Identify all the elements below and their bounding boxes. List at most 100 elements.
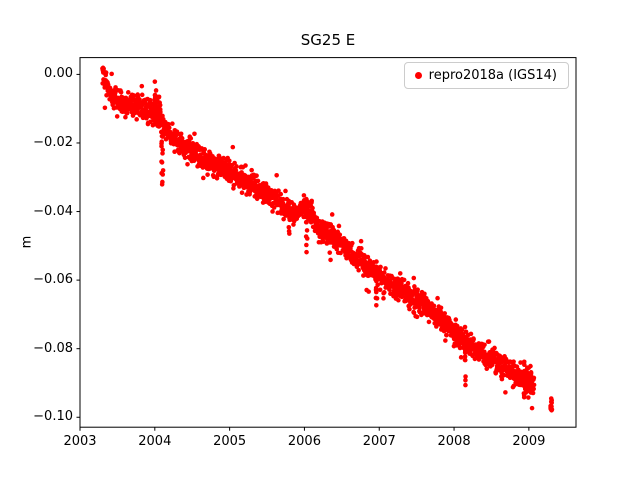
data-point — [109, 71, 114, 77]
data-point — [453, 317, 459, 322]
data-point — [327, 250, 333, 255]
data-point — [309, 198, 315, 204]
x-tick-label: 2003 — [63, 434, 97, 450]
data-point — [139, 83, 145, 89]
data-point — [468, 331, 474, 337]
data-point — [103, 70, 109, 75]
data-point — [531, 382, 537, 388]
data-point — [365, 254, 371, 260]
data-point — [334, 246, 340, 252]
data-point — [255, 178, 261, 184]
data-point — [274, 172, 279, 178]
data-point — [243, 163, 248, 168]
data-point — [459, 327, 465, 333]
data-point — [463, 350, 468, 355]
data-point — [501, 372, 507, 378]
data-point — [549, 404, 554, 409]
data-point — [221, 155, 226, 161]
data-point — [431, 303, 437, 309]
chart-title: SG25 E — [300, 31, 356, 49]
data-point — [118, 89, 124, 95]
data-point — [463, 377, 468, 383]
data-point — [378, 264, 383, 270]
data-point — [397, 271, 403, 276]
data-point — [178, 131, 184, 137]
data-point — [463, 345, 468, 350]
data-point — [120, 109, 126, 115]
data-point — [525, 370, 530, 376]
data-point — [422, 291, 427, 297]
data-point — [249, 167, 254, 173]
data-point — [411, 275, 417, 281]
data-point — [526, 395, 531, 400]
data-point — [374, 259, 379, 264]
data-point — [270, 209, 275, 214]
data-point — [287, 215, 292, 221]
data-point — [462, 354, 468, 359]
data-point — [405, 280, 411, 286]
data-point — [349, 240, 355, 246]
data-point — [358, 238, 364, 244]
data-point — [328, 257, 333, 263]
data-point — [361, 273, 366, 278]
data-point — [278, 191, 284, 197]
data-point — [426, 319, 432, 325]
data-point — [124, 110, 130, 116]
data-point — [156, 124, 162, 129]
data-point — [154, 115, 160, 121]
data-point — [151, 118, 157, 123]
data-point — [329, 212, 335, 217]
data-point — [159, 159, 164, 164]
y-tick-label: −0.06 — [33, 272, 73, 288]
data-point — [153, 107, 159, 113]
data-point — [373, 277, 378, 282]
data-point — [493, 371, 499, 376]
x-tick-label: 2004 — [138, 434, 172, 450]
data-point — [191, 158, 197, 164]
data-point — [417, 305, 422, 311]
data-point — [482, 342, 487, 348]
x-tick-label: 2009 — [512, 434, 546, 450]
data-point — [438, 305, 444, 311]
data-point — [188, 136, 194, 141]
y-tick-label: −0.04 — [33, 203, 73, 219]
data-point — [123, 114, 128, 120]
data-point — [179, 136, 185, 141]
data-point — [492, 345, 497, 351]
legend-marker-icon — [414, 72, 422, 79]
data-point — [435, 295, 440, 301]
data-point — [303, 234, 309, 239]
y-tick-label: −0.08 — [33, 340, 73, 356]
data-point — [170, 121, 175, 126]
data-point — [166, 125, 172, 131]
data-point — [489, 362, 495, 368]
data-point — [381, 274, 387, 280]
data-point — [381, 270, 387, 275]
data-point — [152, 93, 158, 98]
data-point — [523, 379, 529, 384]
data-point — [336, 223, 342, 229]
data-point — [131, 93, 137, 98]
data-point — [458, 355, 464, 360]
data-point — [529, 405, 535, 411]
data-point — [377, 287, 383, 293]
data-point — [471, 336, 476, 342]
data-point — [232, 160, 237, 166]
data-point — [549, 400, 554, 406]
data-point — [373, 289, 379, 295]
data-point — [281, 216, 286, 222]
data-point — [153, 88, 159, 93]
data-point — [152, 100, 157, 106]
data-point — [356, 267, 361, 273]
data-point — [159, 139, 165, 145]
data-point — [160, 179, 165, 185]
data-point — [518, 360, 523, 365]
data-point — [454, 323, 460, 329]
data-point — [304, 228, 310, 233]
data-point — [254, 173, 259, 178]
data-point — [399, 280, 404, 286]
data-point — [411, 310, 417, 316]
data-point — [522, 386, 528, 392]
data-point — [147, 97, 153, 103]
